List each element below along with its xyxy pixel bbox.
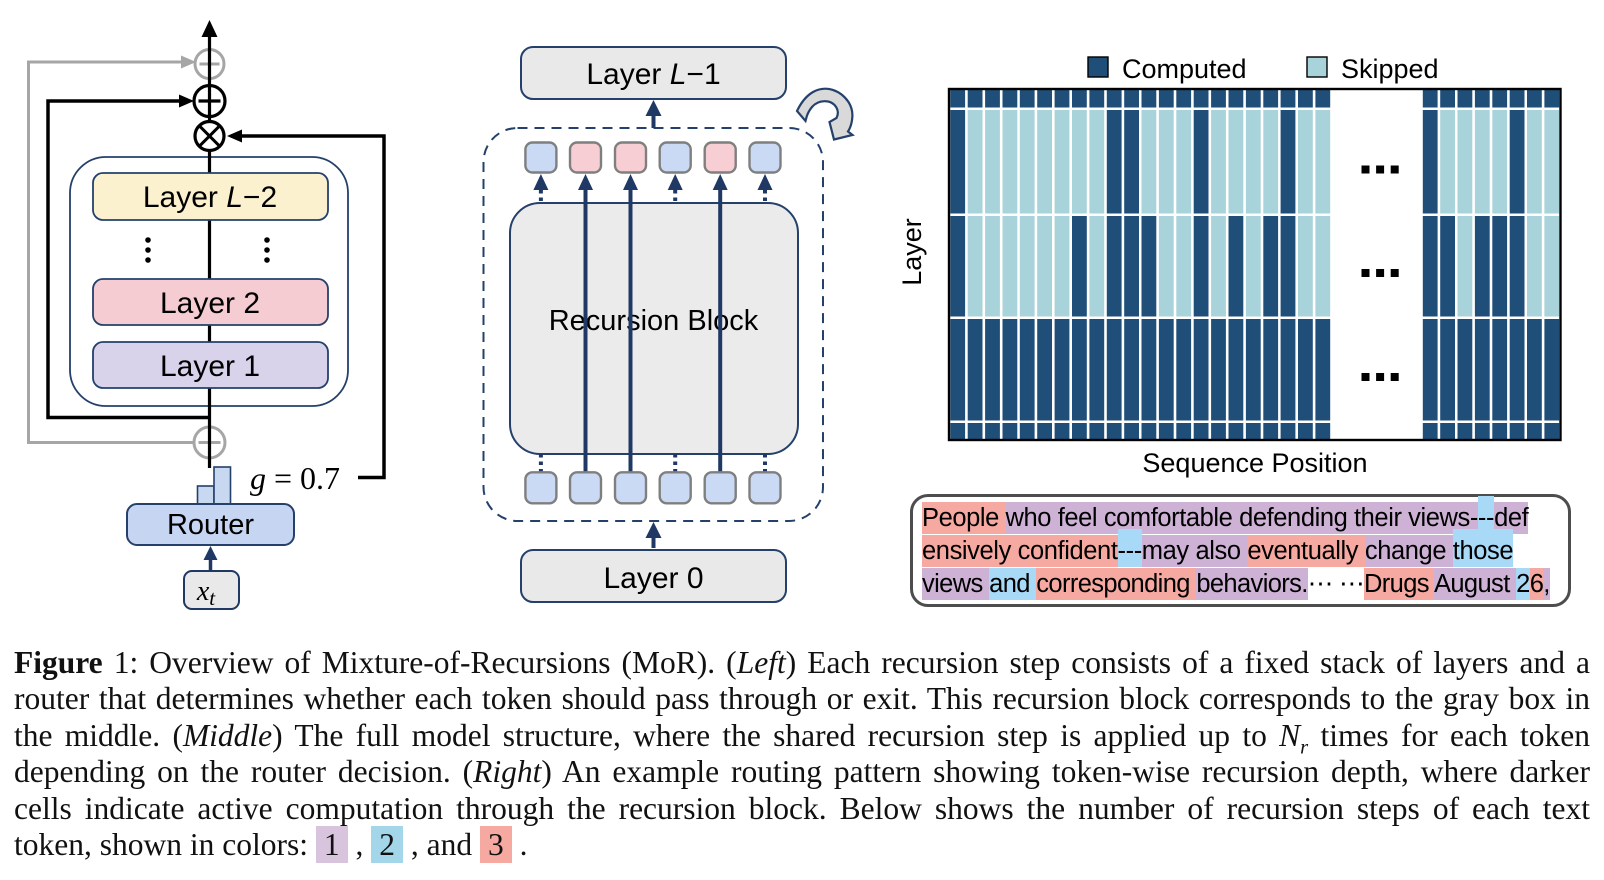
svg-text:Sequence Position: Sequence Position — [1142, 448, 1367, 478]
svg-text:Router: Router — [167, 509, 254, 541]
svg-text:Computed: Computed — [1122, 54, 1247, 84]
svg-text:g = 0.7: g = 0.7 — [250, 460, 340, 496]
svg-text:Layer 0: Layer 0 — [603, 562, 703, 595]
svg-text:Layer 1: Layer 1 — [160, 350, 260, 383]
svg-text:Layer L−1: Layer L−1 — [586, 58, 720, 91]
svg-text:Recursion Block: Recursion Block — [549, 305, 759, 337]
svg-text:Layer: Layer — [897, 218, 927, 286]
svg-text:Layer L−2: Layer L−2 — [143, 181, 277, 214]
svg-text:Layer 2: Layer 2 — [160, 287, 260, 320]
svg-text:Skipped: Skipped — [1341, 54, 1439, 84]
